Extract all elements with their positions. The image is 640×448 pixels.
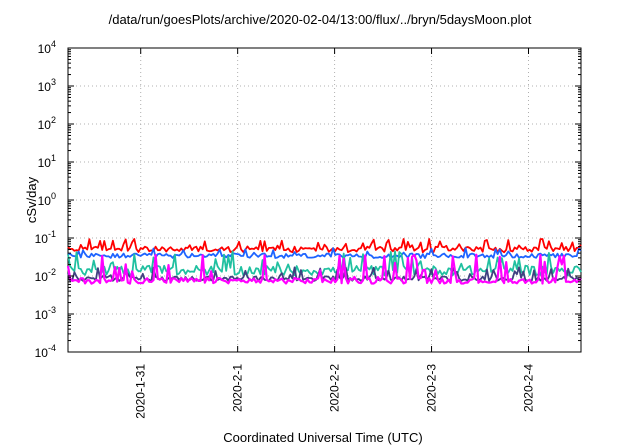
chart-title: /data/run/goesPlots/archive/2020-02-04/1… (109, 12, 532, 27)
x-axis-title: Coordinated Universal Time (UTC) (223, 430, 422, 445)
y-tick-label: 10-4 (35, 343, 56, 360)
y-tick-label: 102 (38, 115, 56, 132)
series-line-1 (67, 238, 582, 254)
x-tick-label: 2020-2-2 (328, 364, 342, 412)
series-layer (66, 238, 582, 285)
series-line-3 (67, 250, 582, 277)
grid (68, 48, 581, 352)
x-tick-label: 2020-2-3 (425, 364, 439, 412)
series-line-5 (66, 253, 582, 285)
x-tick-label: 2020-1-31 (134, 364, 148, 419)
x-axis: 2020-1-31 2020-2-1 2020-2-2 2020-2-3 2020-2-… (134, 48, 535, 419)
y-tick-label: 100 (38, 191, 56, 208)
y-tick-label: 10-2 (35, 267, 56, 284)
series-line-2 (67, 247, 582, 260)
y-tick-label: 103 (38, 77, 56, 94)
y-tick-label: 10-1 (35, 229, 56, 246)
x-tick-label: 2020-2-4 (521, 364, 535, 412)
y-tick-label: 10-3 (35, 305, 56, 322)
y-axis-title: cSv/day (24, 176, 39, 223)
x-tick-label: 2020-2-1 (231, 364, 245, 412)
y-tick-label: 104 (38, 39, 56, 56)
y-tick-label: 101 (38, 153, 56, 170)
